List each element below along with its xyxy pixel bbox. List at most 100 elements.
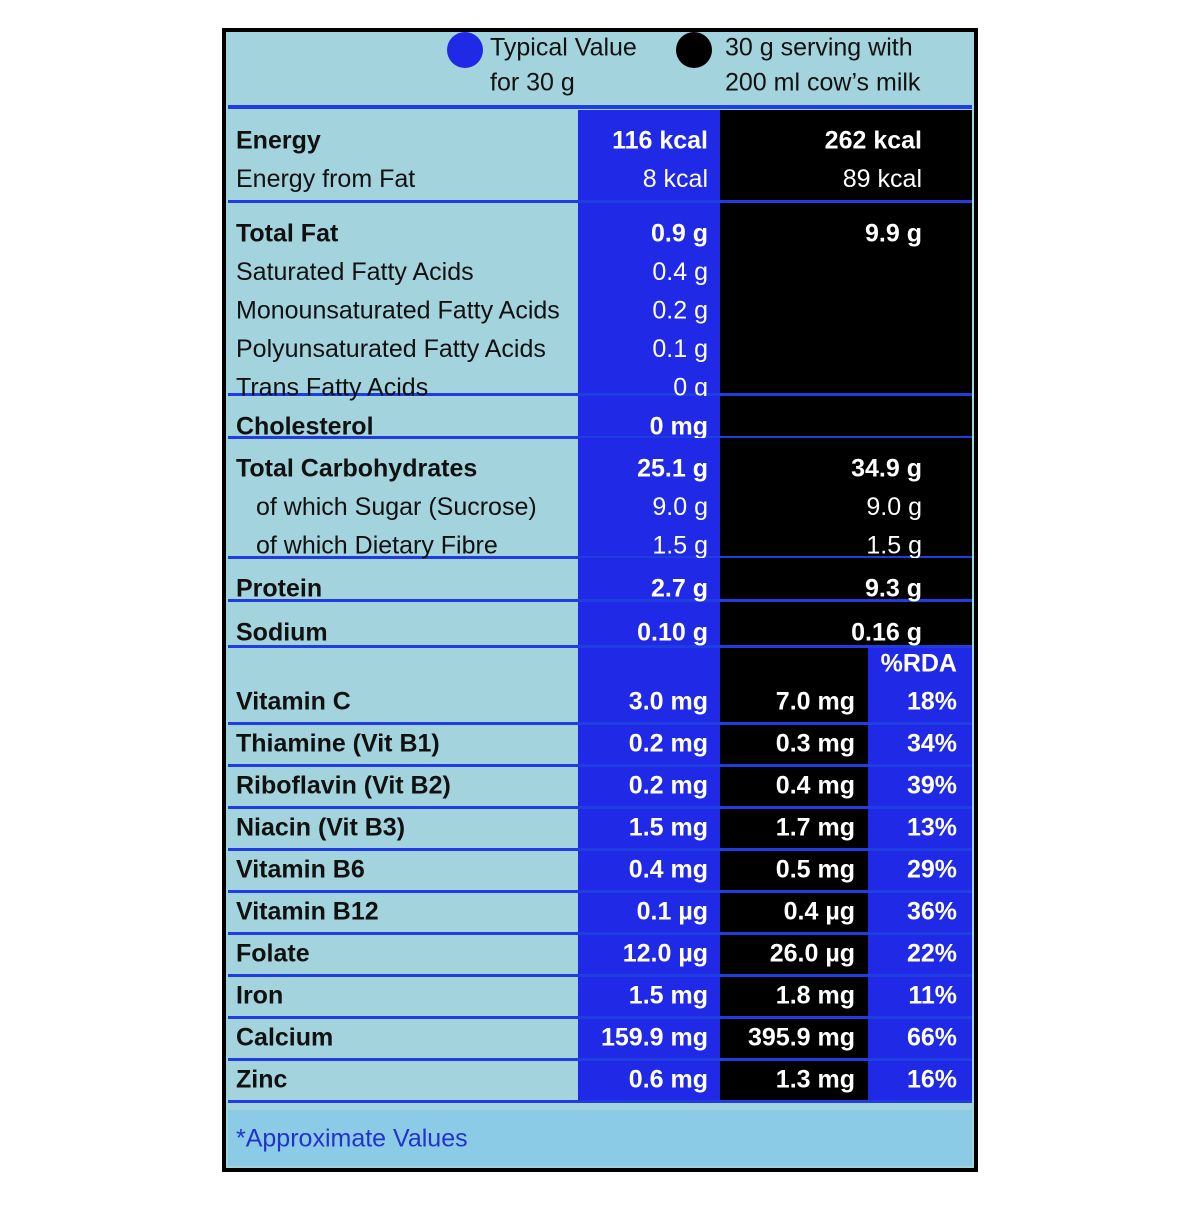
- separator: [228, 105, 972, 109]
- separator: [228, 764, 972, 767]
- row-label: Vitamin B6: [236, 856, 365, 884]
- value-with-milk: 0.4 µg: [784, 898, 855, 926]
- value-per-30g: 0 mg: [650, 413, 708, 441]
- row-label: Energy from Fat: [236, 165, 415, 193]
- value-rda: 18%: [907, 688, 957, 716]
- cell-blue: [578, 977, 720, 1016]
- rda-header: %RDA: [881, 650, 957, 678]
- value-rda: 36%: [907, 898, 957, 926]
- value-per-30g: 0.6 mg: [629, 1066, 708, 1094]
- value-per-30g: 159.9 mg: [601, 1024, 708, 1052]
- legend-text: 30 g serving with: [725, 34, 913, 62]
- separator: [228, 599, 972, 602]
- cell-black: [720, 438, 972, 556]
- cell-black: [720, 935, 868, 974]
- value-per-30g: 1.5 mg: [629, 814, 708, 842]
- cell-blue: [868, 809, 972, 848]
- cell-blue: [578, 767, 720, 806]
- cell-blue: [578, 1019, 720, 1058]
- cell-blue: [578, 438, 720, 556]
- value-rda: 13%: [907, 814, 957, 842]
- separator: [228, 556, 972, 559]
- row-label: Zinc: [236, 1066, 287, 1094]
- row-label: Riboflavin (Vit B2): [236, 772, 451, 800]
- footer-bg: [228, 1110, 972, 1166]
- cell-blue: [578, 809, 720, 848]
- cell-blue: [868, 935, 972, 974]
- cell-blue: [868, 1061, 972, 1100]
- separator: [228, 806, 972, 809]
- cell-black: [720, 893, 868, 932]
- cell-blue: [868, 725, 972, 764]
- value-per-30g: 0.4 mg: [629, 856, 708, 884]
- value-per-30g: 9.0 g: [652, 493, 708, 521]
- cell-blue: [578, 648, 720, 722]
- value-rda: 22%: [907, 940, 957, 968]
- value-with-milk: 0.3 mg: [776, 730, 855, 758]
- separator: [228, 1100, 972, 1103]
- cell-blue: [578, 602, 720, 645]
- row-label: Folate: [236, 940, 310, 968]
- row-label: of which Sugar (Sucrose): [256, 493, 537, 521]
- cell-black: [720, 809, 868, 848]
- cell-black: [720, 977, 868, 1016]
- footer-note: *Approximate Values: [236, 1125, 468, 1153]
- cell-black: [720, 558, 972, 599]
- value-per-30g: 3.0 mg: [629, 688, 708, 716]
- row-label: Total Carbohydrates: [236, 455, 477, 483]
- value-with-milk: 0.4 mg: [776, 772, 855, 800]
- value-per-30g: 0.2 mg: [629, 772, 708, 800]
- separator: [228, 200, 972, 203]
- cell-black: [720, 767, 868, 806]
- cell-blue: [578, 725, 720, 764]
- separator: [228, 848, 972, 851]
- value-rda: 34%: [907, 730, 957, 758]
- value-with-milk: 9.3 g: [865, 575, 922, 603]
- separator: [228, 932, 972, 935]
- value-rda: 29%: [907, 856, 957, 884]
- value-with-milk: 1.8 mg: [776, 982, 855, 1010]
- value-with-milk: 34.9 g: [851, 455, 922, 483]
- value-with-milk: 1.3 mg: [776, 1066, 855, 1094]
- value-per-30g: 0.2 mg: [629, 730, 708, 758]
- value-with-milk: 7.0 mg: [776, 688, 855, 716]
- cell-blue: [868, 648, 972, 722]
- cell-black: [720, 851, 868, 890]
- row-label: Vitamin C: [236, 688, 351, 716]
- value-per-30g: 1.5 mg: [629, 982, 708, 1010]
- legend-dot-blue: [447, 32, 483, 68]
- value-with-milk: 0.16 g: [851, 619, 922, 647]
- value-per-30g: 25.1 g: [637, 455, 708, 483]
- value-rda: 66%: [907, 1024, 957, 1052]
- cell-blue: [578, 1061, 720, 1100]
- row-label: Thiamine (Vit B1): [236, 730, 440, 758]
- legend-dot-black: [676, 32, 712, 68]
- cell-blue: [868, 851, 972, 890]
- value-per-30g: 1.5 g: [652, 532, 708, 560]
- cell-black: [720, 1019, 868, 1058]
- cell-blue: [578, 851, 720, 890]
- value-per-30g: 8 kcal: [643, 165, 708, 193]
- separator: [228, 974, 972, 977]
- value-per-30g: 0.9 g: [651, 220, 708, 248]
- row-label: Calcium: [236, 1024, 333, 1052]
- cell-black: [720, 203, 972, 393]
- value-with-milk: 1.7 mg: [776, 814, 855, 842]
- value-per-30g: 0.2 g: [652, 297, 708, 325]
- separator: [228, 1058, 972, 1061]
- value-rda: 16%: [907, 1066, 957, 1094]
- cell-black: [720, 396, 972, 436]
- cell-blue: [578, 203, 720, 393]
- value-with-milk: 26.0 µg: [770, 940, 855, 968]
- cell-blue: [578, 558, 720, 599]
- cell-blue: [578, 893, 720, 932]
- cell-black: [720, 602, 972, 645]
- value-per-30g: 0.4 g: [652, 258, 708, 286]
- value-per-30g: 0.1 µg: [637, 898, 708, 926]
- row-label: Iron: [236, 982, 283, 1010]
- value-with-milk: 89 kcal: [843, 165, 922, 193]
- cell-blue: [868, 1019, 972, 1058]
- separator: [228, 1016, 972, 1019]
- value-with-milk: 262 kcal: [825, 127, 922, 155]
- cell-black: [720, 1061, 868, 1100]
